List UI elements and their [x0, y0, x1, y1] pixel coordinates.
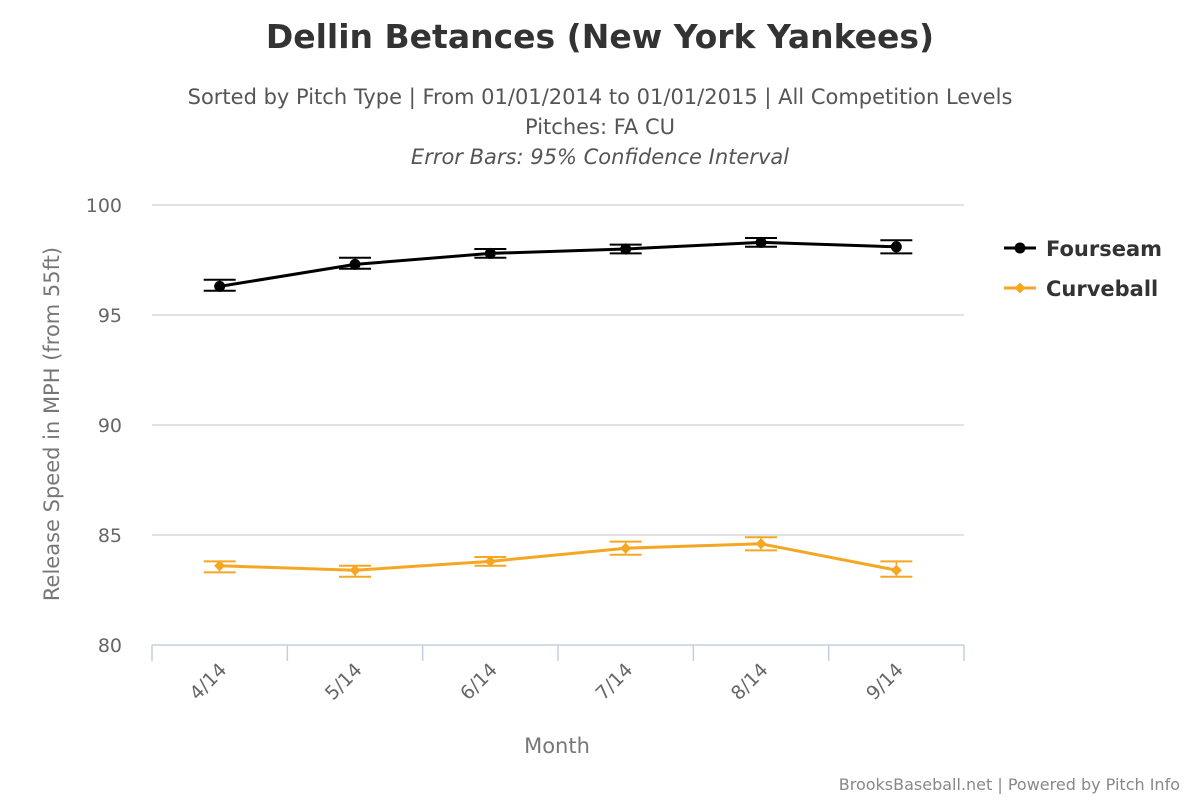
legend-label-curveball: Curveball — [1046, 277, 1158, 301]
y-axis-title: Release Speed in MPH (from 55ft) — [40, 247, 64, 601]
x-tick-label: 7/14 — [591, 659, 637, 705]
x-tick-label: 4/14 — [185, 659, 231, 705]
chart-title: Dellin Betances (New York Yankees) — [266, 17, 934, 56]
data-point-curveball — [755, 538, 767, 550]
chart-subtitle-line-3: Error Bars: 95% Confidence Interval — [411, 145, 789, 169]
data-point-fourseam — [620, 243, 632, 255]
legend[interactable]: Fourseam Curveball — [1004, 237, 1162, 301]
series-layer — [203, 236, 913, 578]
x-tick-label: 9/14 — [862, 659, 908, 705]
y-tick-label: 80 — [98, 635, 122, 657]
data-point-curveball — [214, 560, 226, 572]
series-line-curveball — [218, 542, 898, 572]
x-tick-label: 6/14 — [456, 659, 502, 705]
data-point-curveball — [484, 555, 496, 567]
data-point-fourseam — [755, 236, 767, 248]
legend-label-fourseam: Fourseam — [1046, 237, 1162, 261]
series-fourseam — [203, 236, 913, 292]
credits[interactable]: BrooksBaseball.net | Powered by Pitch In… — [839, 775, 1180, 794]
x-axis-title: Month — [524, 734, 590, 758]
series-line-fourseam — [218, 240, 898, 288]
legend-marker-fourseam — [1014, 242, 1026, 254]
series-curveball — [203, 536, 913, 578]
chart-subtitle-line-2: Pitches: FA CU — [525, 115, 675, 139]
x-axis: 4/14 5/14 6/14 7/14 8/14 9/14 — [151, 644, 965, 705]
data-point-fourseam — [349, 258, 361, 270]
grid-lines — [152, 204, 964, 536]
y-tick-label: 95 — [98, 305, 122, 327]
y-tick-label: 100 — [86, 195, 122, 217]
legend-item-fourseam[interactable]: Fourseam — [1004, 237, 1162, 261]
x-tick-label: 5/14 — [321, 659, 367, 705]
y-axis-tick-labels: 80 85 90 95 100 — [86, 195, 122, 657]
chart-subtitle-line-1: Sorted by Pitch Type | From 01/01/2014 t… — [188, 85, 1013, 110]
data-point-curveball — [349, 564, 361, 576]
data-point-curveball — [890, 564, 902, 576]
y-tick-label: 85 — [98, 525, 122, 547]
legend-item-curveball[interactable]: Curveball — [1004, 277, 1158, 301]
data-point-fourseam — [214, 280, 226, 292]
legend-marker-curveball — [1014, 282, 1026, 294]
data-point-curveball — [620, 542, 632, 554]
data-point-fourseam — [890, 241, 902, 253]
data-point-fourseam — [484, 247, 496, 259]
x-tick-label: 8/14 — [727, 659, 773, 705]
y-tick-label: 90 — [98, 415, 122, 437]
